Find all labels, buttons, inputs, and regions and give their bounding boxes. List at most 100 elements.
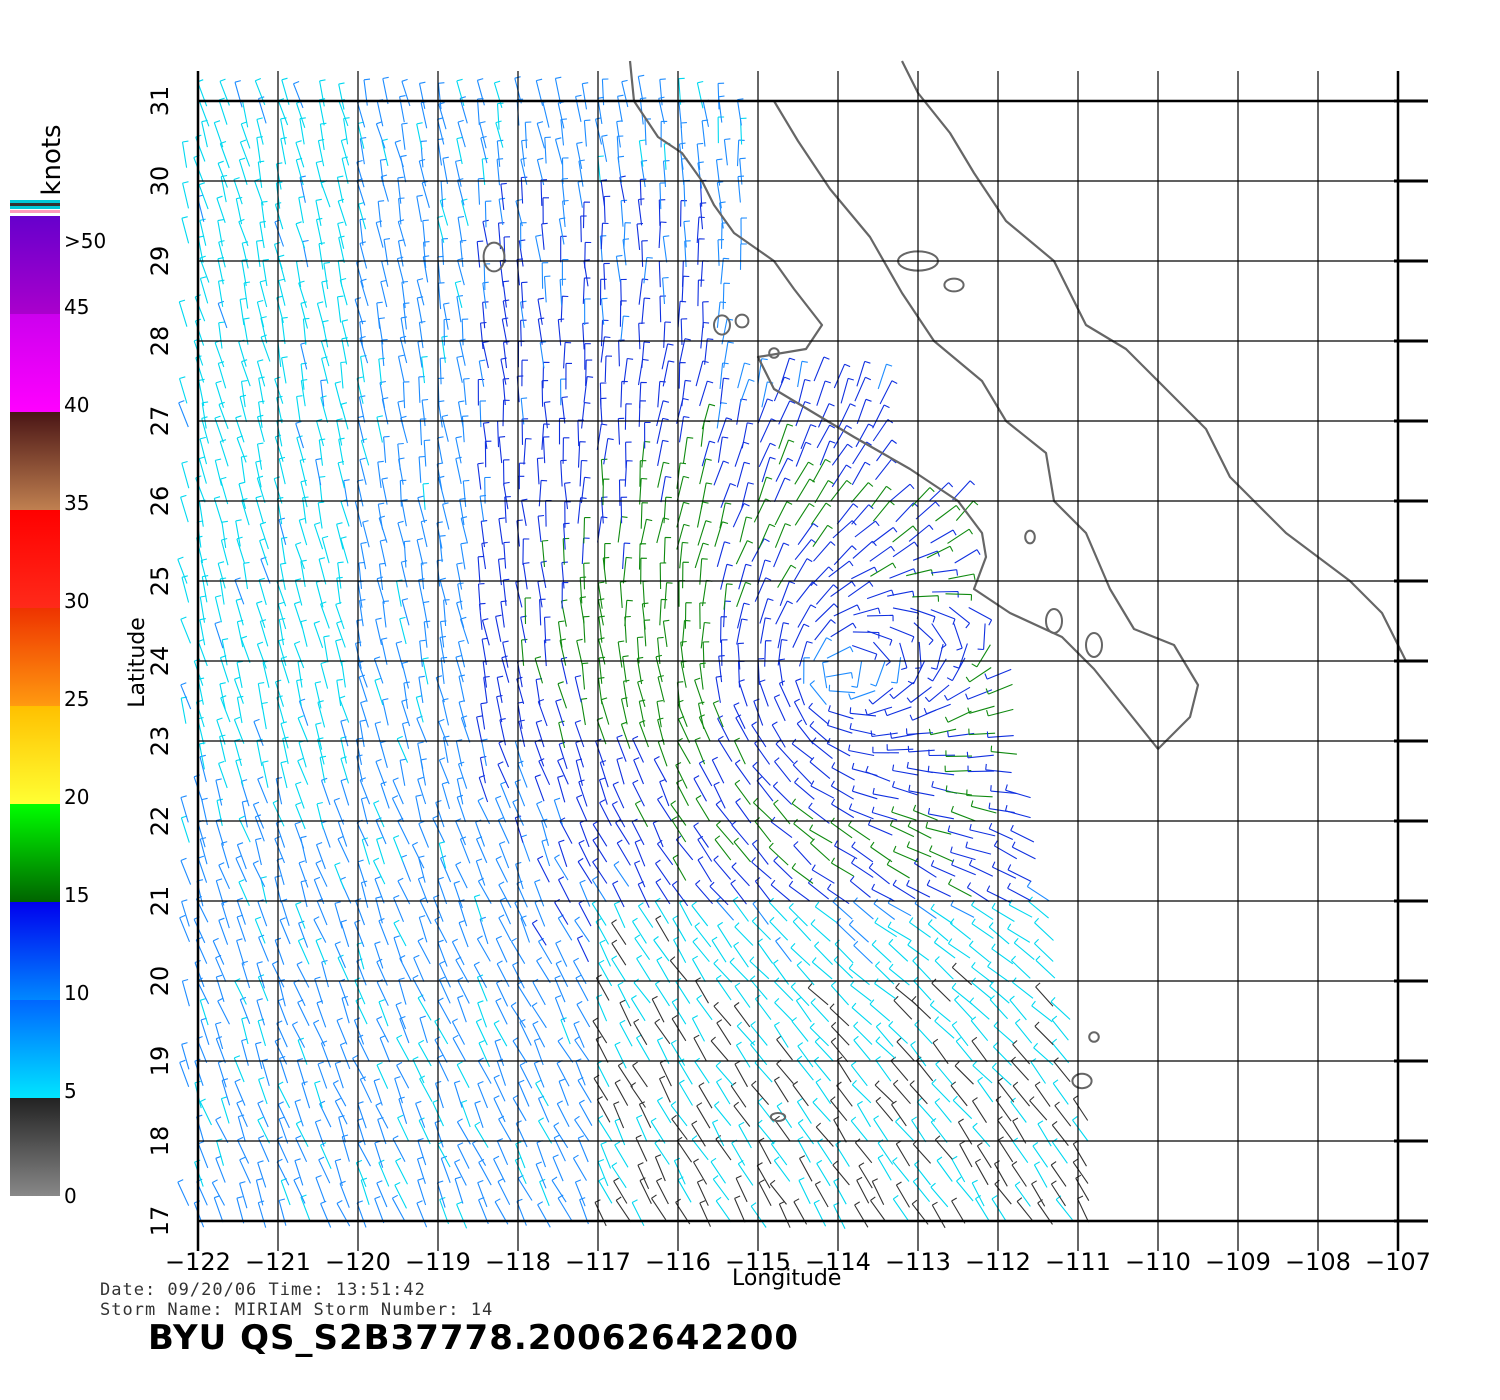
wind-barb: [773, 856, 793, 880]
wind-barb: [536, 957, 551, 984]
wind-barb: [454, 280, 463, 308]
wind-barb: [796, 960, 815, 986]
wind-barb: [412, 1056, 425, 1084]
wind-barb: [752, 761, 771, 786]
wind-barb: [953, 643, 968, 669]
wind-barb: [502, 640, 509, 668]
wind-barb: [495, 614, 502, 642]
wind-barb: [201, 119, 208, 148]
wind-barb: [323, 261, 330, 290]
wind-barb: [654, 1154, 666, 1182]
lon-tick-label: −116: [645, 1248, 711, 1276]
wind-barb: [374, 941, 384, 969]
wind-barb: [591, 899, 607, 926]
wind-barb: [493, 80, 503, 108]
wind-barb: [298, 740, 307, 768]
wind-barb: [575, 1058, 586, 1086]
wind-barb: [373, 800, 385, 828]
wind-barb: [213, 496, 223, 524]
wind-barb: [437, 876, 448, 905]
wind-barb: [420, 562, 428, 590]
wind-barb: [454, 1159, 467, 1186]
wind-barb: [1033, 1042, 1054, 1066]
wind-barb: [239, 1156, 252, 1184]
wind-barb: [478, 1040, 491, 1068]
wind-barb: [418, 1117, 431, 1145]
wind-barb: [695, 879, 714, 905]
wind-barb: [199, 837, 208, 865]
wind-barb: [336, 418, 343, 446]
wind-barb: [892, 879, 916, 900]
wind-barb: [1016, 1197, 1034, 1223]
wind-barb: [636, 222, 644, 250]
wind-barb: [561, 157, 569, 185]
wind-barb: [739, 378, 755, 405]
wind-barb: [197, 638, 208, 667]
wind-barb: [679, 541, 689, 569]
wind-barb: [580, 476, 591, 504]
wind-barb: [397, 354, 405, 382]
wind-barb: [736, 98, 744, 126]
wind-barb: [934, 956, 954, 980]
wind-barb: [395, 1157, 408, 1185]
wind-barb: [300, 619, 308, 647]
wind-barb: [493, 1095, 506, 1123]
wind-barb: [892, 1157, 910, 1182]
wind-barb: [952, 1095, 973, 1120]
wind-barb: [236, 660, 244, 689]
wind-barb: [737, 642, 744, 670]
wind-barb: [662, 160, 670, 188]
wind-barb: [354, 297, 364, 325]
wind-barb: [998, 1136, 1014, 1163]
wind-barb: [625, 441, 632, 469]
wind-barb: [538, 479, 548, 507]
wind-barb: [622, 556, 633, 584]
wind-barb: [788, 903, 808, 927]
wind-barb: [971, 1179, 985, 1207]
wind-barb: [831, 443, 853, 466]
wind-barb: [731, 1139, 746, 1166]
wind-barb: [439, 960, 451, 988]
wind-barb: [198, 499, 206, 527]
wind-barb: [451, 938, 465, 966]
wind-barb: [582, 277, 591, 304]
wind-barb: [936, 1156, 953, 1182]
wind-barb: [442, 502, 450, 530]
island: [769, 1112, 787, 1122]
wind-barb: [831, 464, 852, 488]
lat-tick-label: 18: [146, 1126, 174, 1157]
wind-barb: [950, 899, 975, 918]
wind-barb: [500, 182, 507, 210]
wind-barb: [582, 615, 590, 643]
wind-barb: [421, 398, 429, 427]
wind-barb: [418, 1039, 432, 1067]
wind-barb: [680, 200, 688, 227]
wind-barb: [482, 281, 489, 309]
wind-barb: [234, 577, 245, 605]
wind-barb: [523, 438, 532, 465]
wind-barb: [697, 701, 705, 730]
wind-barb: [791, 798, 814, 820]
wind-barb: [438, 757, 450, 785]
wind-barb: [709, 881, 729, 906]
wind-barb: [375, 896, 383, 924]
wind-barb: [341, 1134, 350, 1162]
wind-barb: [537, 297, 545, 325]
wind-barb: [851, 762, 878, 777]
wind-barb: [698, 1082, 713, 1109]
wind-barb: [814, 941, 833, 965]
wind-barb: [317, 700, 326, 728]
wind-barb: [1026, 881, 1050, 902]
wind-barb: [600, 179, 608, 207]
wind-barb: [522, 562, 530, 590]
wind-barb: [749, 956, 770, 980]
wind-barb: [797, 378, 811, 405]
wind-barb: [777, 564, 797, 588]
island: [734, 313, 750, 329]
island: [1085, 632, 1103, 658]
wind-barb: [953, 623, 963, 651]
wind-barb: [178, 400, 189, 428]
wind-barb: [736, 1021, 756, 1046]
wind-barb: [215, 974, 225, 1002]
wind-barb: [560, 1017, 571, 1045]
